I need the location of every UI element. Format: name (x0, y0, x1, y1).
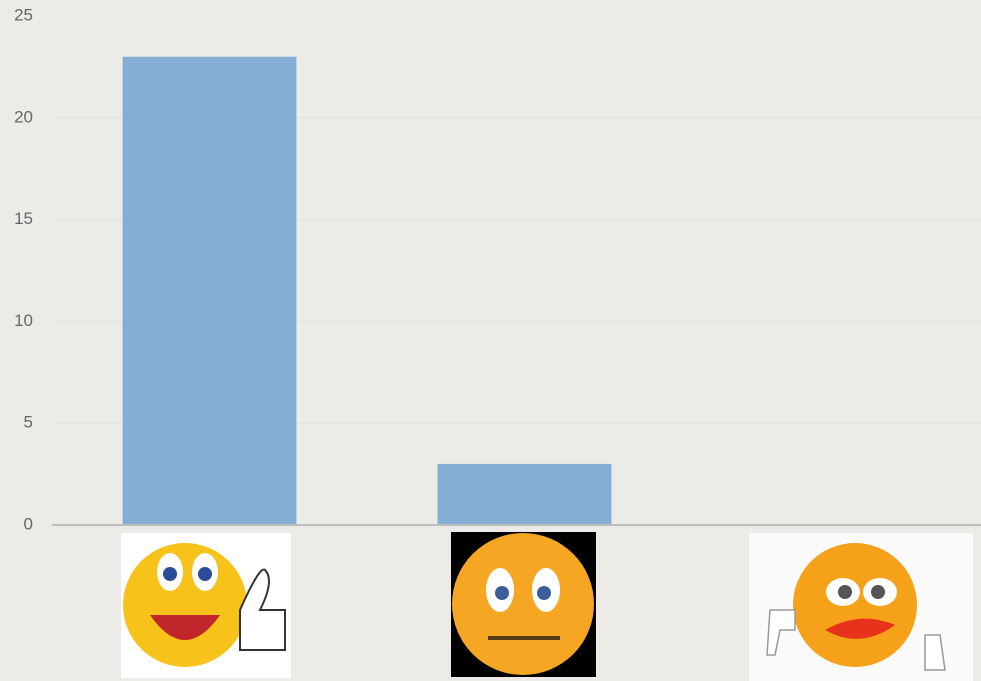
y-tick-label: 25 (14, 5, 33, 24)
happy-emoji (121, 533, 291, 678)
chart: 0 5 10 15 20 25 (0, 0, 981, 681)
y-tick-label: 5 (24, 413, 33, 432)
neutral-emoji (451, 532, 596, 677)
bar (123, 57, 297, 525)
bar (438, 464, 612, 525)
category-icons (121, 532, 973, 681)
y-tick-label: 20 (14, 107, 33, 126)
page: {"chart_data": {"type": "bar", "categori… (0, 0, 981, 681)
y-tick-label: 15 (14, 209, 33, 228)
y-tick-label: 0 (24, 514, 33, 533)
y-tick-label: 10 (14, 311, 33, 330)
unhappy-emoji (749, 533, 973, 681)
